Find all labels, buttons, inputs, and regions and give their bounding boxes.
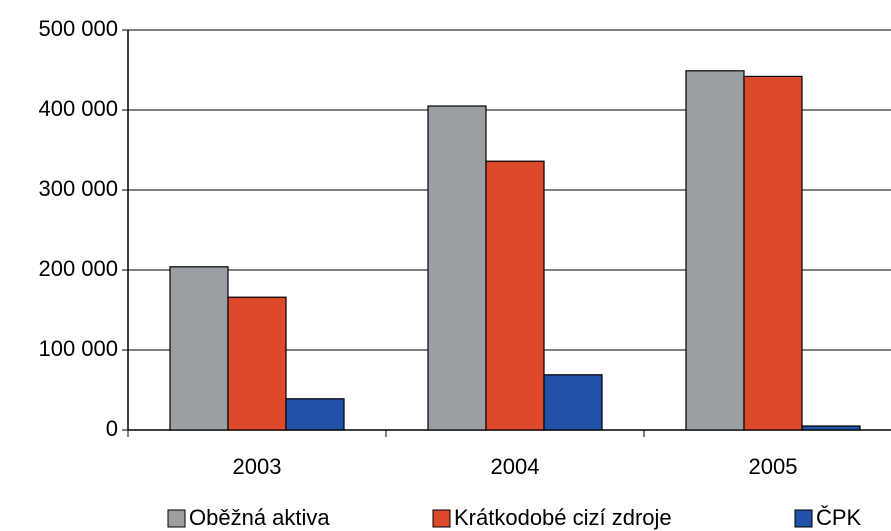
y-tick-label: 200 000 — [38, 256, 118, 281]
legend-label: ČPK — [816, 505, 862, 530]
bar — [169, 266, 229, 431]
legend-swatch — [794, 509, 813, 528]
bar — [543, 374, 603, 431]
bar — [227, 296, 287, 431]
bar — [685, 70, 745, 431]
x-tick-label: 2004 — [491, 454, 540, 479]
x-tick-label: 2003 — [233, 454, 282, 479]
legend-label: Oběžná aktiva — [189, 505, 330, 530]
y-tick-label: 500 000 — [38, 16, 118, 41]
y-tick-label: 0 — [106, 416, 118, 441]
y-tick-label: 100 000 — [38, 336, 118, 361]
y-tick-label: 400 000 — [38, 96, 118, 121]
bar — [485, 160, 545, 431]
y-tick-label: 300 000 — [38, 176, 118, 201]
legend-swatch — [167, 509, 186, 528]
bar — [801, 425, 861, 431]
bar — [285, 398, 345, 431]
legend-swatch — [432, 509, 451, 528]
bar — [427, 105, 487, 431]
x-tick-label: 2005 — [749, 454, 798, 479]
legend-label: Krátkodobé cizí zdroje — [454, 505, 672, 530]
bar — [743, 75, 803, 431]
